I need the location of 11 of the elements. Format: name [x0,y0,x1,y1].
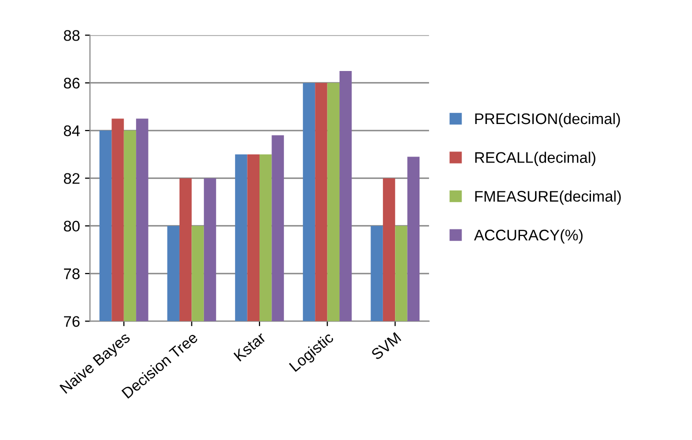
legend-label: ACCURACY(%) [474,229,583,244]
legend-label: FMEASURE(decimal) [475,190,621,205]
y-tick-label: 84 [64,125,80,136]
y-tick-label: 86 [64,78,80,89]
y-tick-label: 76 [64,316,80,327]
y-tick-label: 80 [64,220,80,232]
y-tick-label: 78 [64,268,80,280]
legend-label: RECALL(decimal) [475,152,596,166]
y-tick-label: 88 [64,30,80,41]
y-tick-label: 82 [64,173,80,184]
legend-label: PRECISION(decimal) [475,112,620,128]
